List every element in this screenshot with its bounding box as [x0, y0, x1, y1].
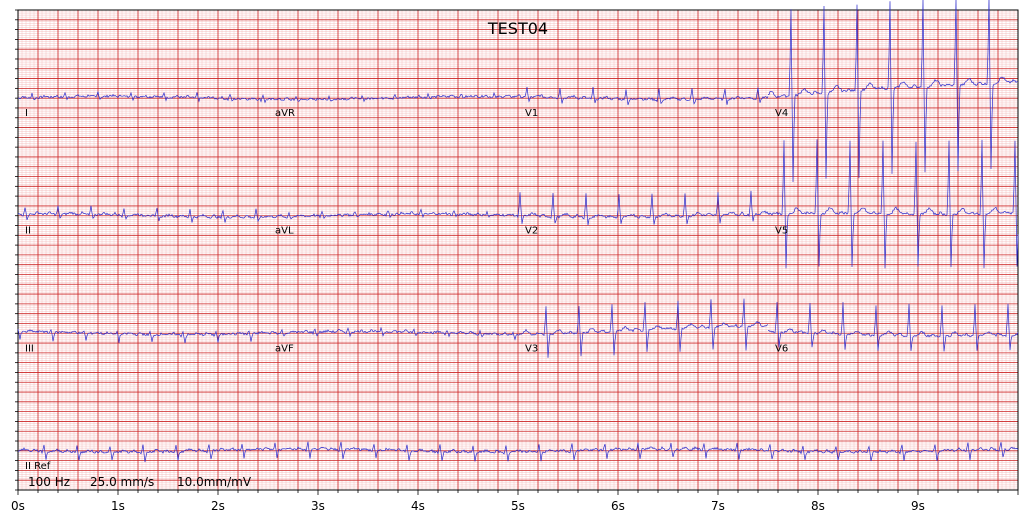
x-tick-label: 1s [111, 499, 125, 513]
paper-speed: 25.0 mm/s [90, 475, 154, 489]
major-grid [18, 10, 1018, 490]
lead-label-v3: V3 [525, 343, 538, 354]
x-tick-label: 5s [511, 499, 525, 513]
x-tick-label: 6s [611, 499, 625, 513]
ecg-trace-ii [18, 206, 268, 223]
chart-title: TEST04 [487, 19, 548, 38]
x-tick-label: 4s [411, 499, 425, 513]
lead-label-v4: V4 [775, 108, 788, 119]
x-tick-label: 3s [311, 499, 325, 513]
lead-label-v1: V1 [525, 108, 538, 119]
x-tick-label: 8s [811, 499, 825, 513]
x-tick-label: 7s [711, 499, 725, 513]
ecg-trace-i [18, 92, 268, 103]
x-tick-label: 2s [211, 499, 225, 513]
x-tick-label: 9s [911, 499, 925, 513]
lead-label-i: I [25, 108, 28, 119]
lead-label-avl: aVL [275, 226, 294, 237]
lead-label-ii: II [25, 226, 31, 237]
ecg-trace-v4 [768, 0, 1018, 182]
lead-label-avr: aVR [275, 108, 295, 119]
lead-label-v5: V5 [775, 226, 788, 237]
lead-label-v6: V6 [775, 343, 788, 354]
lead-label-v2: V2 [525, 226, 538, 237]
lead-label-ii-ref: II Ref [25, 461, 51, 472]
gain: 10.0mm/mV [177, 475, 252, 489]
lead-label-avf: aVF [275, 343, 294, 354]
ecg-trace-avl [268, 209, 518, 218]
x-tick-label: 0s [11, 499, 25, 513]
sampling-rate: 100 Hz [28, 475, 70, 489]
lead-label-iii: III [25, 343, 34, 354]
